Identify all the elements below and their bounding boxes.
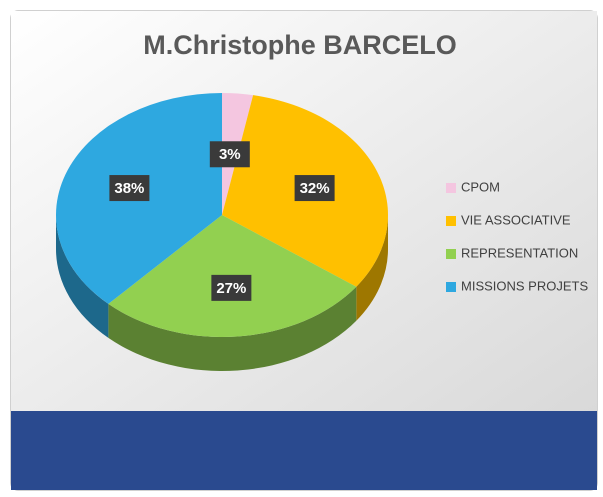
- legend-label: VIE ASSOCIATIVE: [461, 212, 571, 227]
- data-label: 27%: [216, 280, 246, 297]
- data-label: 32%: [300, 180, 330, 197]
- data-label-box: [109, 175, 150, 202]
- chart-title: M.Christophe BARCELO: [143, 30, 457, 60]
- legend-swatch: [446, 249, 456, 259]
- slice-side: [108, 286, 357, 371]
- data-label: 3%: [219, 146, 241, 163]
- legend-swatch: [446, 183, 456, 193]
- slice-side: [356, 215, 388, 321]
- legend-swatch: [446, 282, 456, 292]
- data-label-box: [209, 141, 250, 168]
- slice-side: [56, 215, 109, 338]
- legend-label: CPOM: [461, 179, 500, 194]
- legend-label: REPRESENTATION: [461, 245, 578, 260]
- data-label-box: [294, 175, 335, 202]
- data-label-box: [211, 274, 252, 301]
- legend-swatch: [446, 216, 456, 226]
- footer-band: [11, 411, 597, 490]
- data-label: 38%: [114, 180, 144, 197]
- legend-label: MISSIONS PROJETS: [461, 278, 588, 293]
